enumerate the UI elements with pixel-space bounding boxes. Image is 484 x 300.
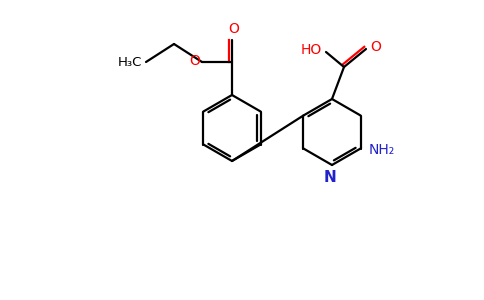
- Text: O: O: [228, 22, 240, 36]
- Text: N: N: [324, 170, 336, 185]
- Text: O: O: [370, 40, 381, 54]
- Text: O: O: [189, 54, 200, 68]
- Text: NH₂: NH₂: [369, 143, 395, 158]
- Text: H₃C: H₃C: [118, 56, 142, 68]
- Text: HO: HO: [301, 43, 322, 57]
